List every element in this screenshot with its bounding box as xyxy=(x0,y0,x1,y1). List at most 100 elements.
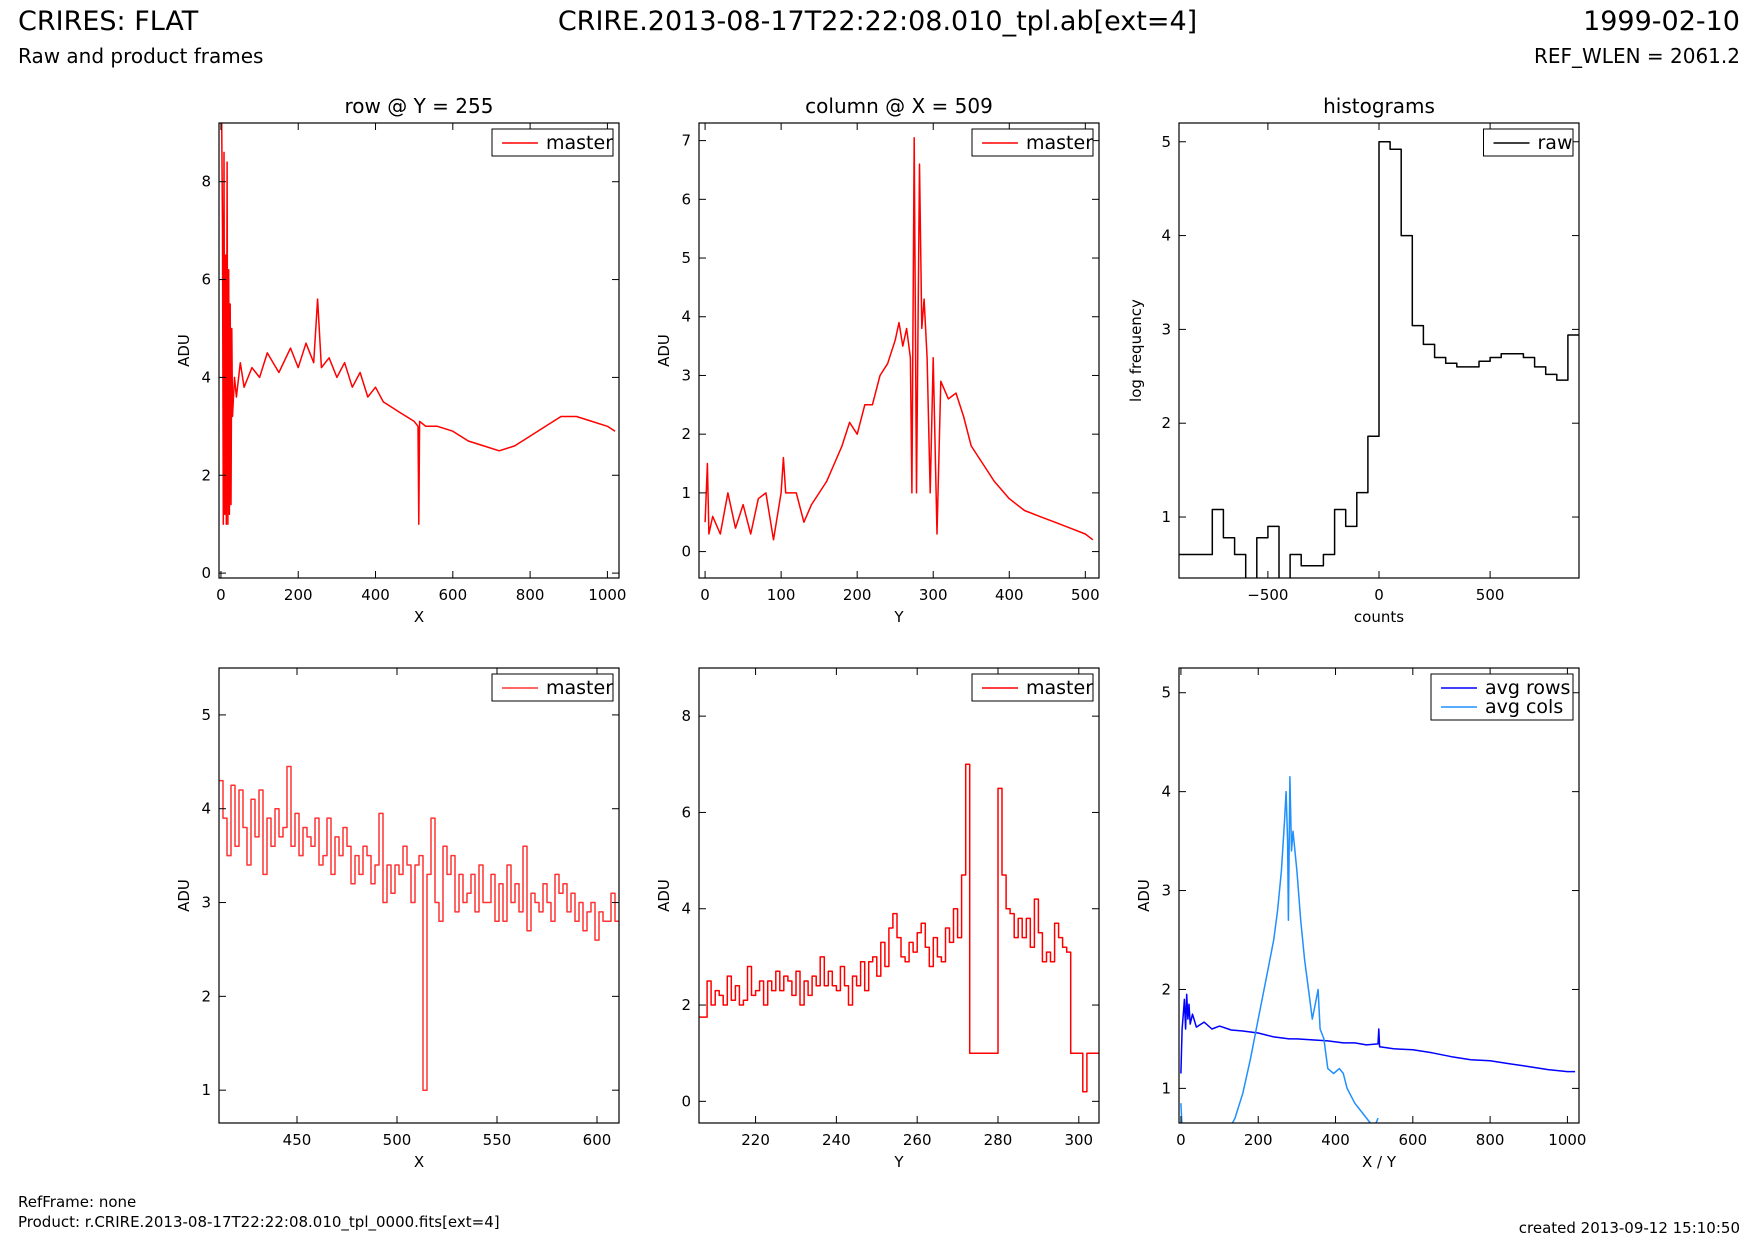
y-tick-label: 2 xyxy=(1161,980,1171,998)
legend: master xyxy=(971,128,1094,157)
legend-box xyxy=(1430,673,1574,721)
series-line-master xyxy=(699,763,1099,1093)
x-axis-label: Y xyxy=(893,608,904,626)
y-tick-label: 4 xyxy=(1161,227,1171,245)
y-tick-label: 5 xyxy=(201,706,211,724)
series-line-raw xyxy=(1179,141,1579,578)
y-axis-label: ADU xyxy=(175,879,193,912)
x-tick-label: 400 xyxy=(1321,1131,1350,1149)
x-tick-label: 800 xyxy=(1476,1131,1505,1149)
plot-frame xyxy=(218,667,620,1124)
x-axis-label: counts xyxy=(1354,608,1404,626)
y-tick-label: 1 xyxy=(681,484,691,502)
y-tick-label: 8 xyxy=(681,707,691,725)
y-tick-label: 2 xyxy=(1161,414,1171,432)
x-tick-label: 300 xyxy=(1064,1131,1093,1149)
x-tick-label: 0 xyxy=(1176,1131,1186,1149)
y-axis-label: log frequency xyxy=(1127,299,1145,402)
x-axis-label: X / Y xyxy=(1362,1153,1397,1171)
panel-row-zoom: 450 500 550 600 1 2 3 4 5 X ADU master xyxy=(175,667,620,1171)
y-tick-label: 2 xyxy=(681,425,691,443)
y-tick-label: 0 xyxy=(681,543,691,561)
panel-histograms: −500 0 500 1 2 3 4 5 histograms counts log frequen… xyxy=(1127,94,1580,626)
figure-subtitle: Raw and product frames xyxy=(18,44,264,68)
x-tick-label: 500 xyxy=(1476,586,1505,604)
y-tick-label: 6 xyxy=(681,190,691,208)
y-tick-label: 0 xyxy=(681,1092,691,1110)
x-tick-label: 400 xyxy=(995,586,1024,604)
y-tick-label: 2 xyxy=(201,466,211,484)
x-tick-label: 260 xyxy=(903,1131,932,1149)
legend-label: master xyxy=(546,677,613,699)
panel-title: column @ X = 509 xyxy=(805,94,993,118)
legend-label: avg rows xyxy=(1485,677,1570,699)
y-tick-label: 4 xyxy=(201,368,211,386)
legend: raw xyxy=(1483,128,1574,157)
legend-label: master xyxy=(1026,132,1093,154)
x-tick-label: 1000 xyxy=(1548,1131,1586,1149)
x-tick-label: 200 xyxy=(1244,1131,1273,1149)
y-tick-label: 5 xyxy=(1161,684,1171,702)
x-tick-label: 600 xyxy=(583,1131,612,1149)
y-tick-label: 7 xyxy=(681,132,691,150)
created-timestamp: created 2013-09-12 15:10:50 xyxy=(1518,1219,1740,1237)
x-tick-label: 240 xyxy=(822,1131,851,1149)
series-line-master xyxy=(704,136,1094,541)
y-tick-label: 3 xyxy=(681,366,691,384)
x-tick-label: 500 xyxy=(1071,586,1100,604)
y-tick-label: 4 xyxy=(681,308,691,326)
series-line-master xyxy=(219,765,619,1091)
x-tick-label: −500 xyxy=(1247,586,1288,604)
x-tick-label: 550 xyxy=(483,1131,512,1149)
y-axis-label: ADU xyxy=(175,334,193,367)
y-tick-label: 2 xyxy=(201,987,211,1005)
product-label: Product: r.CRIRE.2013-08-17T22:22:08.010… xyxy=(18,1213,500,1231)
y-tick-label: 2 xyxy=(681,996,691,1014)
y-tick-label: 6 xyxy=(201,271,211,289)
x-axis-label: Y xyxy=(893,1153,904,1171)
y-tick-label: 1 xyxy=(1161,1079,1171,1097)
y-axis-label: ADU xyxy=(1135,879,1153,912)
x-tick-label: 200 xyxy=(843,586,872,604)
x-axis-label: X xyxy=(414,1153,424,1171)
legend: master xyxy=(491,673,614,702)
file-name-title: CRIRE.2013-08-17T22:22:08.010_tpl.ab[ext… xyxy=(557,6,1198,37)
x-tick-label: 600 xyxy=(438,586,467,604)
legend-label: raw xyxy=(1538,132,1573,154)
y-tick-label: 6 xyxy=(681,803,691,821)
figure-title: CRIRES: FLAT xyxy=(18,6,199,37)
y-tick-label: 3 xyxy=(1161,882,1171,900)
y-tick-label: 1 xyxy=(1161,508,1171,526)
x-tick-label: 0 xyxy=(700,586,710,604)
x-tick-label: 200 xyxy=(284,586,313,604)
series-line-avg-rows xyxy=(1180,993,1576,1074)
x-tick-label: 0 xyxy=(1374,586,1384,604)
legend: master xyxy=(971,673,1094,702)
legend-label: master xyxy=(546,132,613,154)
y-axis-label: ADU xyxy=(655,879,673,912)
y-tick-label: 4 xyxy=(681,900,691,918)
x-tick-label: 400 xyxy=(361,586,390,604)
panel-column-zoom: 220 240 260 280 300 0 2 4 6 8 Y ADU master xyxy=(655,667,1100,1171)
x-tick-label: 450 xyxy=(283,1131,312,1149)
legend-label: master xyxy=(1026,677,1093,699)
x-tick-label: 220 xyxy=(741,1131,770,1149)
y-tick-label: 4 xyxy=(1161,783,1171,801)
x-axis-label: X xyxy=(414,608,424,626)
legend-label: avg cols xyxy=(1485,696,1563,718)
plot-frame xyxy=(698,667,1100,1124)
ref-wlen-label: REF_WLEN = 2061.2 xyxy=(1533,44,1740,68)
date-label: 1999-02-10 xyxy=(1583,6,1740,37)
ref-frame-label: RefFrame: none xyxy=(18,1193,137,1211)
series-line-avg-cols xyxy=(1180,776,1379,1123)
x-tick-label: 800 xyxy=(516,586,545,604)
legend: master xyxy=(491,128,614,157)
series-line-master xyxy=(220,123,616,525)
panel-title: histograms xyxy=(1323,94,1435,118)
y-tick-label: 3 xyxy=(201,894,211,912)
x-tick-label: 600 xyxy=(1398,1131,1427,1149)
panel-title: row @ Y = 255 xyxy=(345,94,494,118)
y-tick-label: 0 xyxy=(201,564,211,582)
x-tick-label: 100 xyxy=(767,586,796,604)
